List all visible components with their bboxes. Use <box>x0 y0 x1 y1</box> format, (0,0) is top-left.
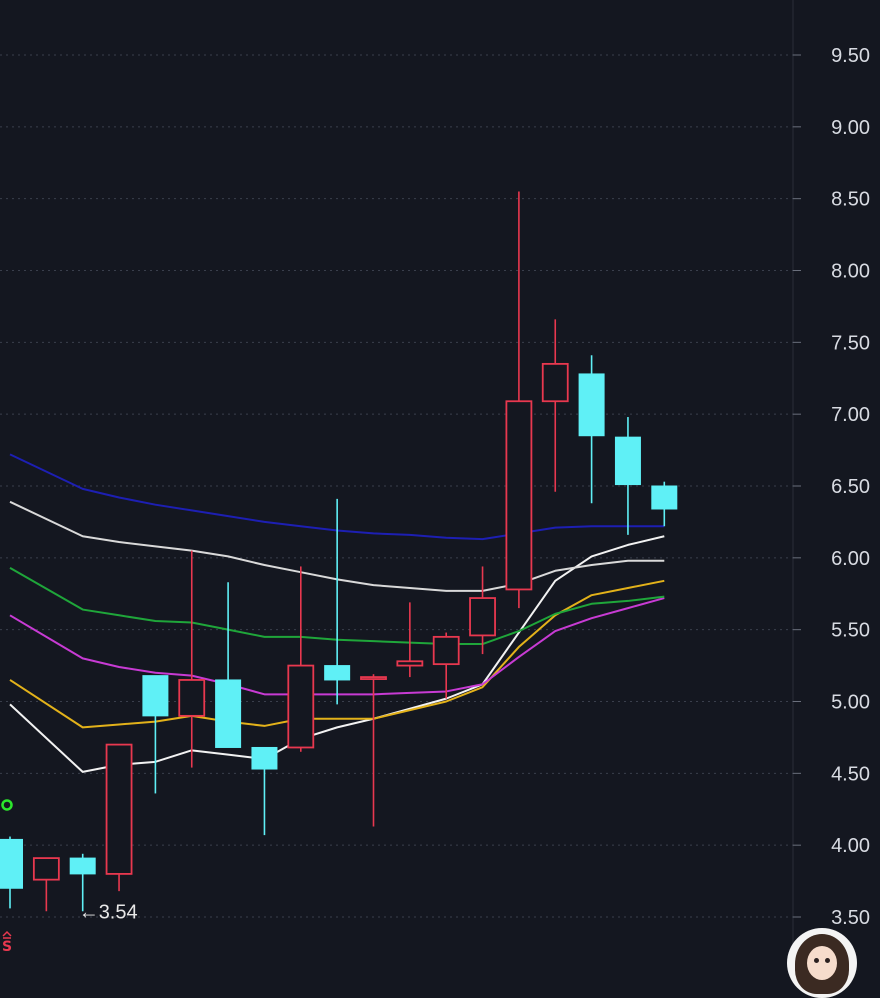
y-tick-label: 6.50 <box>831 476 870 498</box>
candle-body <box>324 665 351 681</box>
y-tick-label: 5.50 <box>831 620 870 642</box>
candle <box>178 550 206 768</box>
candle <box>142 675 169 794</box>
y-tick-label: 4.50 <box>831 763 870 785</box>
candle-body <box>651 485 678 510</box>
candle <box>505 191 533 609</box>
candle <box>215 582 242 748</box>
candle <box>578 355 605 504</box>
moving-averages <box>9 453 665 773</box>
candle <box>105 743 133 892</box>
candle <box>69 853 96 912</box>
y-tick-label: 8.50 <box>831 189 870 211</box>
y-tick-label: 9.00 <box>831 117 870 139</box>
y-tick-label: 8.00 <box>831 261 870 283</box>
candle-body <box>0 838 23 889</box>
annotations: ←3.54 S <box>1 799 138 955</box>
candle-body <box>614 436 641 486</box>
y-tick-label: 5.00 <box>831 692 870 714</box>
moving-average-line <box>9 535 665 773</box>
candle-body <box>215 679 242 748</box>
candle-body <box>251 746 278 770</box>
candle <box>614 417 641 535</box>
candle <box>0 836 23 909</box>
moving-average-line <box>9 453 665 541</box>
avatar-right-eye <box>825 958 830 963</box>
candle <box>32 857 60 912</box>
y-tick-label: 3.50 <box>831 907 870 929</box>
candle-body <box>432 635 460 666</box>
moving-average-line <box>9 567 665 646</box>
candle <box>324 498 351 705</box>
candle <box>396 602 424 678</box>
low-price-annotation: ←3.54 <box>79 901 138 923</box>
y-tick-label: 9.50 <box>831 45 870 67</box>
candle-body <box>32 857 60 881</box>
candle-body <box>105 743 133 875</box>
candle <box>360 674 387 827</box>
candle-body <box>142 675 169 717</box>
candlestick-chart: 9.50 9.00 8.50 8.00 7.50 7.00 6.50 6.00 5.50 5.00… <box>0 0 870 966</box>
candle-body <box>360 676 387 680</box>
candle-body <box>578 373 605 437</box>
sell-signal-marker: S <box>2 939 12 955</box>
avatar-face <box>807 946 837 980</box>
y-tick-label: 4.00 <box>831 835 870 857</box>
buy-signal-circle <box>1 799 13 811</box>
candle-body <box>505 400 533 591</box>
y-tick-label: 7.50 <box>831 332 870 354</box>
candle-body <box>469 597 496 637</box>
sell-signal-caret <box>2 930 12 937</box>
candle <box>287 566 315 752</box>
candle-body <box>69 857 96 875</box>
candle <box>469 566 496 655</box>
y-tick-label: 6.00 <box>831 548 870 570</box>
moving-average-line <box>9 597 665 696</box>
candle <box>541 319 569 492</box>
candle-body <box>541 362 569 403</box>
moving-average-line <box>9 500 665 592</box>
candle-body <box>287 664 315 749</box>
y-tick-label: 7.00 <box>831 404 870 426</box>
candles <box>0 191 678 912</box>
candle <box>432 632 460 699</box>
candle <box>251 746 278 836</box>
candle-body <box>178 679 206 717</box>
price-axis: 9.50 9.00 8.50 8.00 7.50 7.00 6.50 6.00 5.50 5.00… <box>793 45 870 929</box>
candle <box>651 481 678 527</box>
candle-body <box>396 660 424 667</box>
assistant-avatar[interactable] <box>787 928 857 998</box>
avatar-left-eye <box>814 958 819 963</box>
